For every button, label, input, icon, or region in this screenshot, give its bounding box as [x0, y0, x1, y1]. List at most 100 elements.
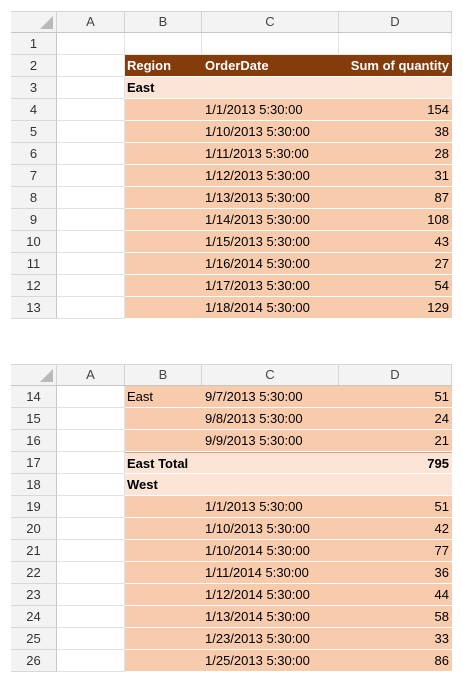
pivot-quantity-cell[interactable]: 24: [339, 408, 452, 430]
cell[interactable]: [57, 628, 125, 650]
pivot-quantity-cell[interactable]: 108: [339, 209, 452, 231]
cell[interactable]: [57, 55, 125, 77]
pivot-orderdate-cell[interactable]: 1/16/2014 5:30:00: [202, 253, 339, 275]
pivot-group-label[interactable]: West: [125, 474, 202, 496]
pivot-quantity-cell[interactable]: 28: [339, 143, 452, 165]
pivot-header-orderdate[interactable]: OrderDate: [202, 55, 339, 77]
pivot-orderdate-cell[interactable]: 1/10/2014 5:30:00: [202, 540, 339, 562]
pivot-quantity-cell[interactable]: 51: [339, 386, 452, 408]
pivot-orderdate-cell[interactable]: 1/23/2013 5:30:00: [202, 628, 339, 650]
column-header-a[interactable]: A: [57, 365, 125, 385]
pivot-orderdate-cell[interactable]: 1/10/2013 5:30:00: [202, 121, 339, 143]
pivot-region-cell[interactable]: [125, 562, 202, 584]
pivot-quantity-cell[interactable]: 54: [339, 275, 452, 297]
pivot-region-cell[interactable]: [125, 518, 202, 540]
row-header[interactable]: 23: [11, 584, 57, 606]
row-header[interactable]: 2: [11, 55, 57, 77]
cell[interactable]: [57, 231, 125, 253]
pivot-orderdate-cell[interactable]: 1/10/2013 5:30:00: [202, 518, 339, 540]
pivot-header-sum[interactable]: Sum of quantity: [339, 55, 452, 77]
row-header[interactable]: 8: [11, 187, 57, 209]
pivot-region-cell[interactable]: [125, 606, 202, 628]
cell[interactable]: [202, 33, 339, 55]
pivot-region-cell[interactable]: [125, 99, 202, 121]
row-header[interactable]: 25: [11, 628, 57, 650]
pivot-orderdate-cell[interactable]: 9/7/2013 5:30:00: [202, 386, 339, 408]
pivot-orderdate-cell[interactable]: 9/8/2013 5:30:00: [202, 408, 339, 430]
row-header[interactable]: 10: [11, 231, 57, 253]
cell[interactable]: [57, 562, 125, 584]
pivot-region-cell[interactable]: [125, 209, 202, 231]
column-header-c[interactable]: C: [202, 12, 339, 32]
row-header[interactable]: 14: [11, 386, 57, 408]
cell[interactable]: [57, 297, 125, 319]
pivot-orderdate-cell[interactable]: 1/11/2014 5:30:00: [202, 562, 339, 584]
pivot-orderdate-cell[interactable]: 1/11/2013 5:30:00: [202, 143, 339, 165]
pivot-orderdate-cell[interactable]: 1/13/2014 5:30:00: [202, 606, 339, 628]
select-all-corner[interactable]: [11, 365, 57, 385]
column-header-d[interactable]: D: [339, 12, 452, 32]
pivot-quantity-cell[interactable]: 33: [339, 628, 452, 650]
pivot-orderdate-cell[interactable]: 1/18/2014 5:30:00: [202, 297, 339, 319]
row-header[interactable]: 21: [11, 540, 57, 562]
row-header[interactable]: 11: [11, 253, 57, 275]
pivot-orderdate-cell[interactable]: 1/1/2013 5:30:00: [202, 99, 339, 121]
pivot-total-value[interactable]: 795: [339, 452, 452, 474]
row-header[interactable]: 6: [11, 143, 57, 165]
pivot-quantity-cell[interactable]: 154: [339, 99, 452, 121]
pivot-orderdate-cell[interactable]: 1/12/2014 5:30:00: [202, 584, 339, 606]
pivot-quantity-cell[interactable]: 51: [339, 496, 452, 518]
pivot-group-label[interactable]: East: [125, 77, 202, 99]
pivot-region-cell[interactable]: [125, 187, 202, 209]
row-header[interactable]: 13: [11, 297, 57, 319]
pivot-quantity-cell[interactable]: 21: [339, 430, 452, 452]
cell[interactable]: [57, 430, 125, 452]
column-header-a[interactable]: A: [57, 12, 125, 32]
pivot-quantity-cell[interactable]: 87: [339, 187, 452, 209]
pivot-quantity-cell[interactable]: 129: [339, 297, 452, 319]
cell[interactable]: [57, 253, 125, 275]
cell[interactable]: [202, 77, 339, 99]
row-header[interactable]: 4: [11, 99, 57, 121]
cell[interactable]: [57, 275, 125, 297]
pivot-region-cell[interactable]: [125, 165, 202, 187]
pivot-quantity-cell[interactable]: 58: [339, 606, 452, 628]
row-header[interactable]: 26: [11, 650, 57, 672]
row-header[interactable]: 24: [11, 606, 57, 628]
pivot-quantity-cell[interactable]: 42: [339, 518, 452, 540]
cell[interactable]: [339, 474, 452, 496]
cell[interactable]: [57, 496, 125, 518]
pivot-quantity-cell[interactable]: 36: [339, 562, 452, 584]
pivot-quantity-cell[interactable]: 43: [339, 231, 452, 253]
cell[interactable]: [57, 650, 125, 672]
column-header-c[interactable]: C: [202, 365, 339, 385]
select-all-corner[interactable]: [11, 12, 57, 32]
pivot-quantity-cell[interactable]: 77: [339, 540, 452, 562]
row-header[interactable]: 19: [11, 496, 57, 518]
cell[interactable]: [125, 33, 202, 55]
pivot-quantity-cell[interactable]: 27: [339, 253, 452, 275]
pivot-quantity-cell[interactable]: 86: [339, 650, 452, 672]
row-header[interactable]: 1: [11, 33, 57, 55]
cell[interactable]: [57, 540, 125, 562]
pivot-quantity-cell[interactable]: 44: [339, 584, 452, 606]
pivot-orderdate-cell[interactable]: 1/12/2013 5:30:00: [202, 165, 339, 187]
pivot-region-cell[interactable]: [125, 628, 202, 650]
pivot-region-cell[interactable]: [125, 121, 202, 143]
cell[interactable]: [57, 518, 125, 540]
row-header[interactable]: 18: [11, 474, 57, 496]
cell[interactable]: [339, 77, 452, 99]
pivot-region-cell[interactable]: [125, 253, 202, 275]
cell[interactable]: [339, 33, 452, 55]
row-header[interactable]: 15: [11, 408, 57, 430]
row-header[interactable]: 5: [11, 121, 57, 143]
row-header[interactable]: 16: [11, 430, 57, 452]
cell[interactable]: [57, 408, 125, 430]
cell[interactable]: [57, 584, 125, 606]
pivot-region-cell[interactable]: [125, 408, 202, 430]
cell[interactable]: [57, 143, 125, 165]
pivot-region-cell[interactable]: [125, 496, 202, 518]
pivot-orderdate-cell[interactable]: 1/17/2013 5:30:00: [202, 275, 339, 297]
column-header-b[interactable]: B: [125, 365, 202, 385]
cell[interactable]: [57, 187, 125, 209]
